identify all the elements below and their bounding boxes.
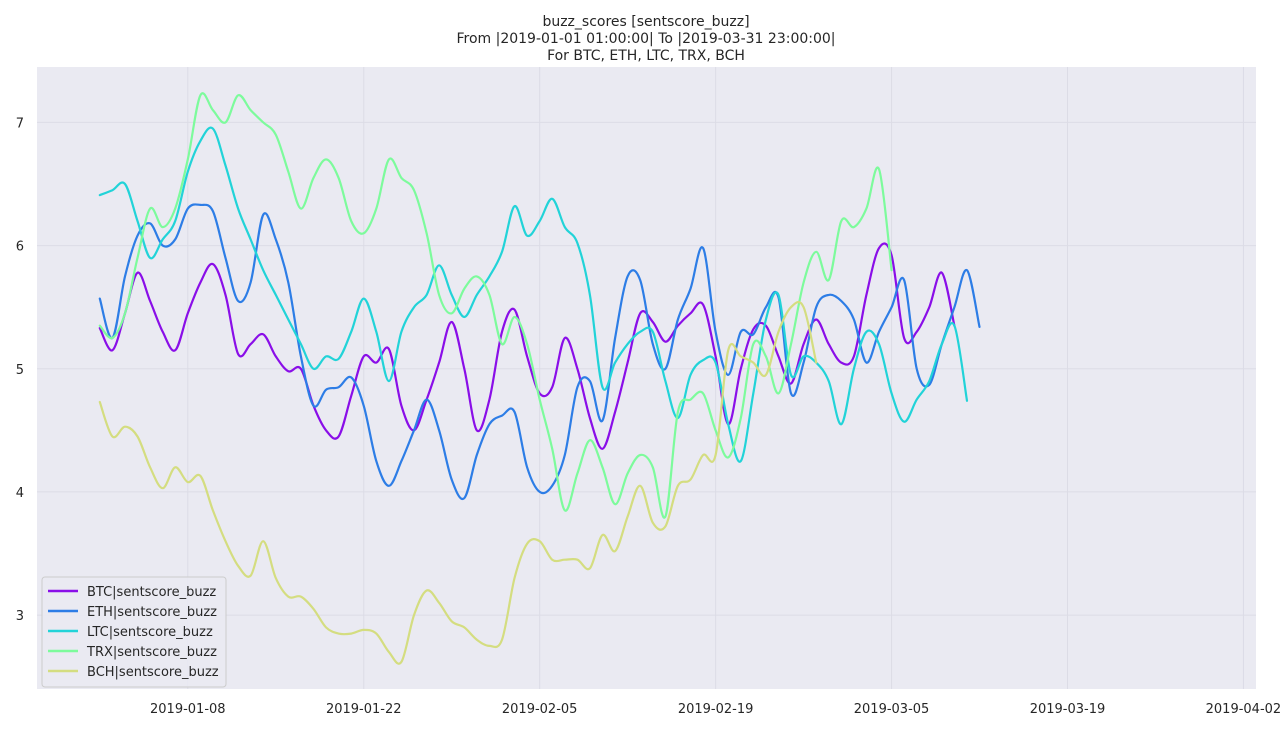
title-line-3: For BTC, ETH, LTC, TRX, BCH	[547, 48, 745, 64]
x-tick-label: 2019-01-22	[326, 702, 402, 717]
legend-label: BCH|sentscore_buzz	[87, 665, 219, 680]
x-tick-label: 2019-02-19	[678, 702, 754, 717]
x-tick-label: 2019-01-08	[150, 702, 226, 717]
y-tick-label: 7	[16, 116, 24, 131]
series-line-4	[98, 300, 818, 665]
legend-label: ETH|sentscore_buzz	[87, 605, 217, 620]
legend-box	[41, 576, 227, 688]
legend: BTC|sentscore_buzz ETH|sentscore_buzz LTC|…	[41, 576, 227, 688]
title-line-2: From |2019-01-01 01:00:00| To |2019-03-3…	[456, 31, 835, 47]
series-lines	[98, 92, 981, 665]
series-line-3	[98, 92, 893, 519]
y-tick-label: 5	[16, 363, 24, 378]
title-line-1: buzz_scores [sentscore_buzz]	[542, 14, 749, 30]
x-tick-label: 2019-02-05	[502, 702, 578, 717]
axis-ticks: 2019-01-08 2019-01-22 2019-02-05 2019-02-19…	[16, 116, 1280, 717]
y-tick-label: 4	[16, 486, 24, 501]
x-tick-label: 2019-03-19	[1030, 702, 1106, 717]
y-tick-label: 6	[16, 240, 24, 255]
grid-lines	[37, 67, 1256, 689]
x-tick-label: 2019-04-02	[1206, 702, 1280, 717]
legend-label: BTC|sentscore_buzz	[87, 585, 216, 600]
legend-label: LTC|sentscore_buzz	[87, 625, 213, 640]
series-line-2	[98, 126, 969, 463]
chart-title: buzz_scores [sentscore_buzz] From |2019-…	[456, 14, 835, 64]
series-line-0	[98, 242, 956, 450]
y-tick-label: 3	[16, 609, 24, 624]
x-tick-label: 2019-03-05	[854, 702, 930, 717]
legend-label: TRX|sentscore_buzz	[86, 645, 217, 660]
series-line-1	[98, 203, 981, 501]
plot-area	[37, 67, 1256, 689]
